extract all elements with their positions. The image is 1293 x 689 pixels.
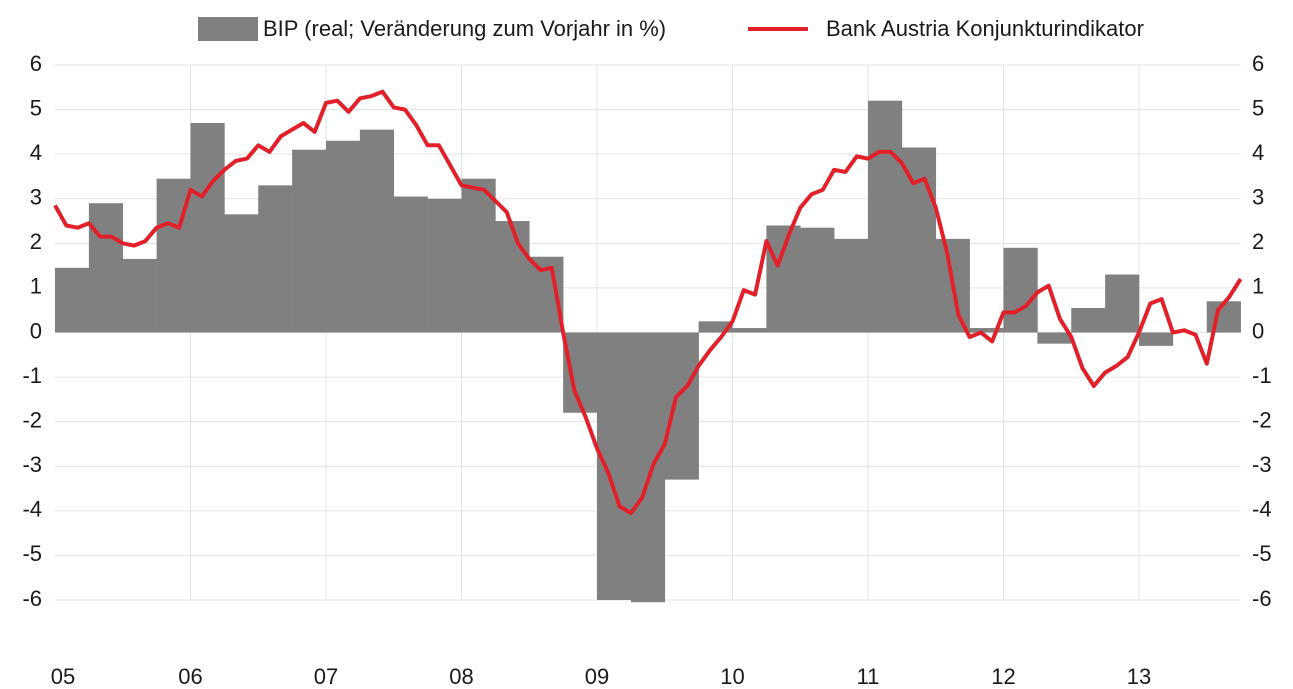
bar <box>698 321 733 333</box>
bar <box>1037 332 1072 344</box>
bar <box>292 149 327 333</box>
y2-tick-label: -5 <box>1252 541 1272 566</box>
legend-swatch <box>198 17 258 41</box>
y-tick-label: 3 <box>30 185 42 210</box>
x-tick-label: 10 <box>720 664 744 689</box>
bar <box>732 328 767 333</box>
y2-tick-label: 2 <box>1252 229 1264 254</box>
bar <box>461 178 496 333</box>
y-tick-label: 5 <box>30 95 42 120</box>
bar <box>868 100 903 333</box>
bar <box>630 332 666 603</box>
y2-tick-label: -1 <box>1252 363 1272 388</box>
bar <box>258 185 293 333</box>
bar <box>359 129 395 333</box>
bar <box>55 267 90 333</box>
bar <box>495 221 530 333</box>
y-tick-label: 0 <box>30 318 42 343</box>
y2-tick-label: 3 <box>1252 185 1264 210</box>
x-tick-label: 13 <box>1127 664 1151 689</box>
y2-tick-label: -4 <box>1252 497 1272 522</box>
x-tick-label: 12 <box>991 664 1015 689</box>
bar <box>1071 307 1106 333</box>
line <box>53 89 1243 516</box>
y2-tick-label: 1 <box>1252 274 1264 299</box>
y-tick-label: 2 <box>30 229 42 254</box>
bar <box>190 122 225 333</box>
bar <box>834 238 869 333</box>
bar <box>597 332 632 600</box>
y2-tick-label: -6 <box>1252 586 1272 611</box>
y2-tick-label: 5 <box>1252 95 1264 120</box>
bar <box>664 332 699 480</box>
x-tick-label: 06 <box>178 664 202 689</box>
y-tick-label: -2 <box>22 407 42 432</box>
x-tick-label: 08 <box>449 664 473 689</box>
x-tick-label: 05 <box>51 664 75 689</box>
y-tick-label: 6 <box>30 51 42 76</box>
x-tick-label: 07 <box>314 664 338 689</box>
y-tick-label: -5 <box>22 541 42 566</box>
y2-tick-label: 6 <box>1252 51 1264 76</box>
legend-label: BIP (real; Veränderung zum Vorjahr in %) <box>263 16 666 41</box>
y-tick-label: -1 <box>22 363 42 388</box>
y-tick-label: 4 <box>30 140 42 165</box>
y2-tick-label: 0 <box>1252 318 1264 343</box>
bar <box>88 203 124 333</box>
x-tick-label: 09 <box>585 664 609 689</box>
y-tick-label: -3 <box>22 452 42 477</box>
bar <box>427 198 462 333</box>
bar <box>1003 247 1038 333</box>
bar <box>766 225 801 333</box>
bar <box>393 196 428 333</box>
bar <box>800 227 835 333</box>
bar <box>326 140 361 333</box>
bar <box>1139 332 1174 346</box>
bar <box>122 258 157 333</box>
y-tick-label: -6 <box>22 586 42 611</box>
x-tick-label: 11 <box>857 664 880 689</box>
legend-label: Bank Austria Konjunkturindikator <box>826 16 1144 41</box>
y-tick-label: 1 <box>30 274 42 299</box>
y2-tick-label: -2 <box>1252 407 1272 432</box>
y2-tick-label: -3 <box>1252 452 1272 477</box>
bar <box>901 147 937 333</box>
bar <box>224 214 259 333</box>
bar <box>1105 274 1140 333</box>
y-tick-label: -4 <box>22 497 42 522</box>
y2-tick-label: 4 <box>1252 140 1264 165</box>
bar <box>969 328 1004 333</box>
